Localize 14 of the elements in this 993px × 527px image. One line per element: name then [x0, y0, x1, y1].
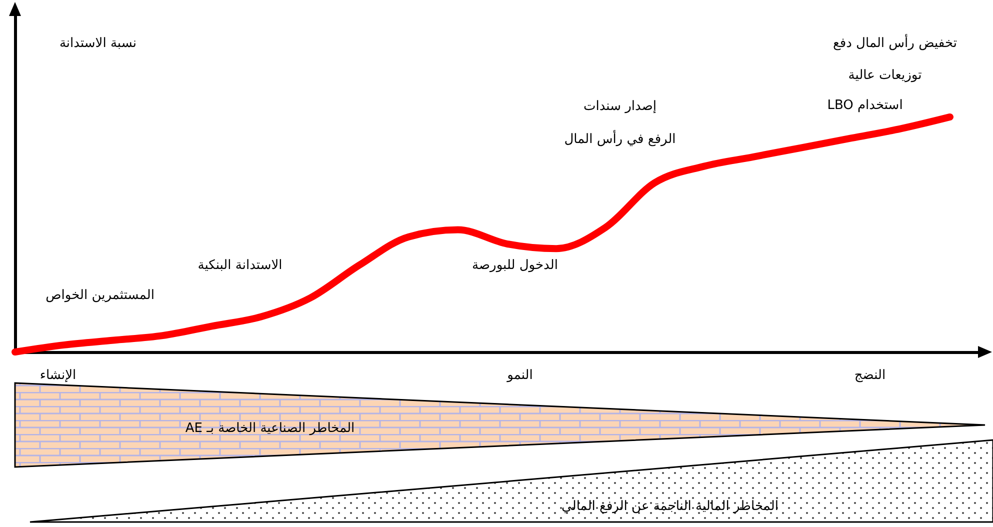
text: نسبة الاستدانة [59, 36, 137, 51]
text: إصدار سندات [584, 99, 656, 114]
text: المخاطر الصناعية الخاصة بـ AE [185, 421, 355, 436]
annotation: الدخول للبورصة [472, 258, 558, 273]
text: تخفيض رأس المال دفع [832, 36, 958, 51]
text: توزيعات عالية [848, 68, 922, 83]
text: المخاطر المالية الناجمة عن الرفع المالي [562, 499, 778, 514]
annotation: الاستدانة البنكية [198, 258, 282, 273]
annotation: الرفع في رأس المال [564, 132, 676, 147]
text: النضج [854, 368, 886, 383]
text: الإنشاء [40, 368, 76, 383]
text: النمو [507, 368, 533, 383]
text: استخدام LBO [827, 98, 903, 113]
annotation: المستثمرين الخواص [46, 288, 154, 303]
